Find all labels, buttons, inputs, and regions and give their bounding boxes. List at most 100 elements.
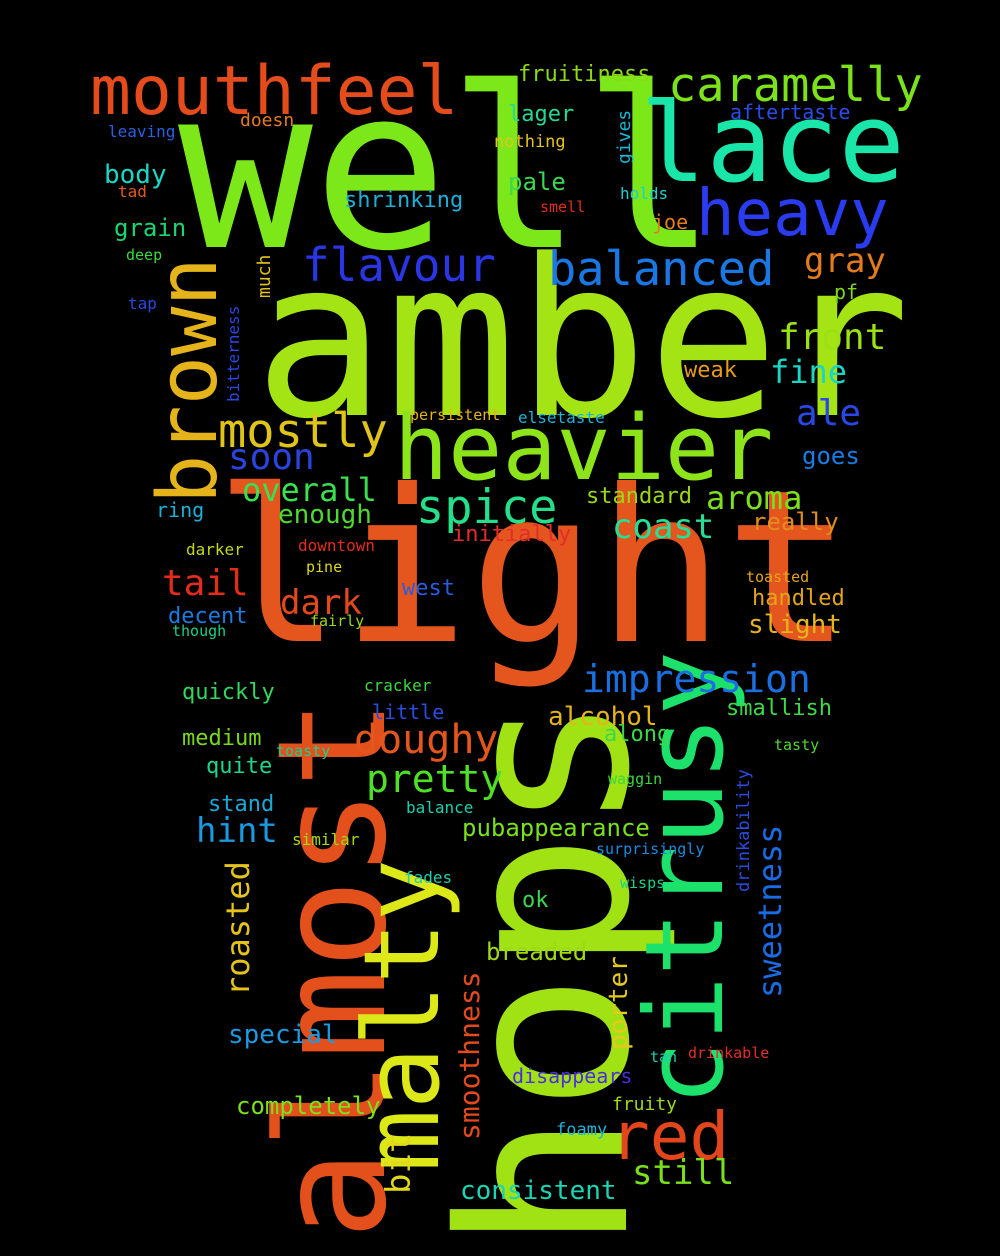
- word-red: red: [610, 1098, 730, 1175]
- word-porter: porter: [604, 956, 634, 1050]
- word-foamy: foamy: [556, 1120, 608, 1140]
- word-drinkability: drinkability: [734, 769, 754, 892]
- word-shrinking: shrinking: [344, 188, 464, 213]
- word-tan: tan: [650, 1048, 678, 1066]
- word-quickly: quickly: [182, 680, 275, 705]
- word-disappears: disappears: [512, 1064, 633, 1088]
- word-fairly: fairly: [310, 612, 365, 630]
- word-medium: medium: [182, 726, 262, 751]
- word-waggin: waggin: [608, 770, 663, 788]
- word-initially: initially: [452, 522, 572, 547]
- word-malty: malty: [341, 858, 463, 1172]
- word-hint: hint: [196, 811, 278, 851]
- word-still: still: [632, 1153, 735, 1193]
- word-balanced: balanced: [548, 242, 775, 297]
- word-downtown: downtown: [298, 536, 376, 555]
- word-ring: ring: [156, 498, 205, 522]
- word-tap: tap: [128, 294, 157, 313]
- word-enough: enough: [278, 500, 372, 530]
- word-light: light: [214, 444, 853, 691]
- word-fades: fades: [404, 868, 453, 887]
- word-dark: dark: [280, 583, 362, 623]
- word-heavier: heavier: [394, 396, 774, 501]
- word-much: much: [254, 254, 275, 298]
- word-smallish: smallish: [726, 696, 832, 721]
- word-leaving: leaving: [108, 122, 176, 141]
- word-ale: ale: [796, 393, 862, 434]
- word-pale: pale: [508, 168, 566, 196]
- word-quite: quite: [206, 754, 273, 779]
- word-stand: stand: [208, 792, 275, 817]
- word-doughy: doughy: [354, 717, 499, 763]
- word-joe: joe: [652, 210, 689, 234]
- word-lager: lager: [508, 102, 575, 127]
- word-amber: amber: [254, 214, 911, 467]
- word-fine: fine: [770, 353, 848, 391]
- word-wisps: wisps: [620, 874, 666, 892]
- word-balance: balance: [406, 798, 474, 817]
- word-brown: brown: [141, 257, 236, 504]
- word-pubappearance: pubappearance: [462, 814, 650, 842]
- word-doesn: doesn: [240, 110, 295, 131]
- word-though: though: [172, 622, 227, 640]
- word-completely: completely: [236, 1092, 381, 1120]
- word-spice: spice: [416, 480, 558, 535]
- word-fruitiness: fruitiness: [518, 62, 651, 87]
- word-decent: decent: [168, 604, 248, 629]
- word-mostly: mostly: [218, 404, 388, 459]
- word-aroma: aroma: [706, 479, 803, 517]
- word-pf: pf: [834, 280, 859, 304]
- word-pine: pine: [306, 558, 343, 576]
- word-pretty: pretty: [366, 757, 504, 801]
- word-fruity: fruity: [612, 1094, 678, 1115]
- word-smell: smell: [540, 198, 586, 216]
- word-soon: soon: [228, 437, 315, 478]
- word-sweetness: sweetness: [751, 824, 789, 998]
- word-flavour: flavour: [302, 238, 496, 292]
- word-well: well: [178, 39, 718, 300]
- word-lace: lace: [640, 79, 905, 207]
- word-similar: similar: [292, 830, 360, 849]
- word-body: body: [104, 160, 167, 190]
- word-special: special: [228, 1020, 338, 1050]
- word-heavy: heavy: [696, 177, 889, 251]
- word-slight: slight: [748, 610, 842, 640]
- word-gives: gives: [614, 109, 635, 164]
- word-darker: darker: [186, 540, 244, 559]
- word-persistent: persistent: [410, 406, 501, 424]
- word-breaded: breaded: [486, 938, 588, 966]
- word-tail: tail: [162, 563, 249, 604]
- word-tad: tad: [118, 182, 147, 201]
- word-impression: impression: [582, 657, 811, 701]
- word-holds: holds: [620, 184, 669, 203]
- word-overall: overall: [242, 471, 377, 509]
- word-mouthfeel: mouthfeel: [90, 52, 459, 131]
- word-cracker: cracker: [364, 676, 432, 695]
- word-standard: standard: [586, 484, 692, 509]
- word-deep: deep: [126, 246, 163, 264]
- word-roasted: roasted: [219, 861, 257, 996]
- word-toasty: toasty: [276, 742, 331, 760]
- word-along: along: [604, 722, 671, 747]
- word-nothing: nothing: [494, 132, 566, 152]
- word-goes: goes: [802, 442, 860, 470]
- word-aftertaste: aftertaste: [730, 100, 851, 124]
- word-bitterness: bitterness: [224, 305, 243, 402]
- word-handled: handled: [752, 586, 845, 611]
- word-bit: bit: [379, 1132, 419, 1194]
- word-gray: gray: [804, 241, 886, 281]
- word-grain: grain: [114, 214, 187, 242]
- word-weak: weak: [684, 358, 737, 383]
- word-smoothness: smoothness: [453, 971, 486, 1140]
- word-toasted: toasted: [746, 568, 810, 586]
- word-little: little: [372, 700, 445, 724]
- word-surprisingly: surprisingly: [596, 840, 705, 858]
- word-caramelly: caramelly: [668, 58, 923, 113]
- word-elsetaste: elsetaste: [518, 408, 605, 427]
- word-coast: coast: [612, 507, 715, 547]
- word-ok: ok: [522, 888, 549, 913]
- word-drinkable: drinkable: [688, 1044, 770, 1062]
- word-tasty: tasty: [774, 736, 820, 754]
- word-really: really: [752, 508, 839, 536]
